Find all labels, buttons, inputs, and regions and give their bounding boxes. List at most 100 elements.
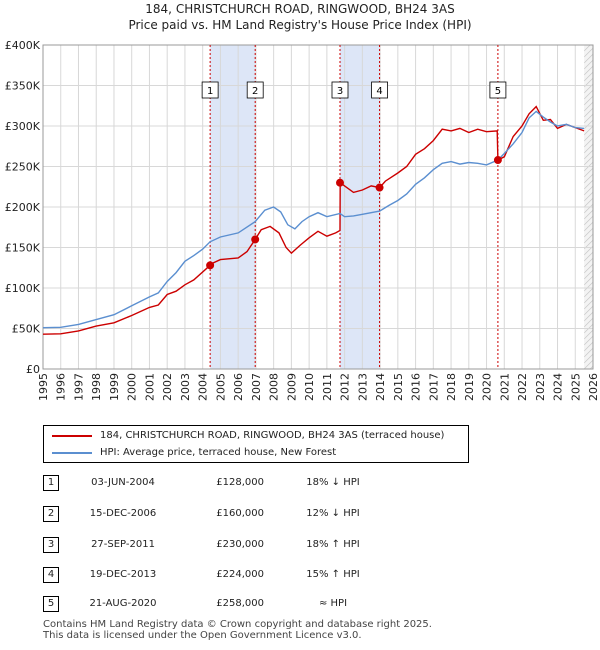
x-tick-label: 2026 xyxy=(587,373,600,401)
forecast-hatch xyxy=(584,167,593,178)
sale-label: 4 xyxy=(376,86,382,97)
legend: 184, CHRISTCHURCH ROAD, RINGWOOD, BH24 3… xyxy=(43,425,469,463)
x-tick-label: 2020 xyxy=(481,373,494,401)
forecast-hatch xyxy=(584,209,593,220)
transaction-price: £224,000 xyxy=(216,569,264,580)
forecast-hatch xyxy=(584,251,593,262)
forecast-hatch xyxy=(584,227,593,238)
forecast-hatch xyxy=(584,281,593,292)
y-tick-label: £200K xyxy=(5,201,41,214)
sale-label: 1 xyxy=(207,86,213,97)
x-tick-label: 2015 xyxy=(392,373,405,401)
x-tick-label: 2008 xyxy=(268,373,281,401)
transaction-hpi: 12% ↓ HPI xyxy=(306,508,360,519)
legend-label-property: 184, CHRISTCHURCH ROAD, RINGWOOD, BH24 3… xyxy=(100,430,445,441)
forecast-hatch xyxy=(584,293,593,304)
x-tick-label: 2012 xyxy=(339,373,352,401)
x-tick-label: 2024 xyxy=(552,373,565,401)
forecast-hatch xyxy=(584,203,593,214)
forecast-hatch xyxy=(584,233,593,244)
y-tick-label: £150K xyxy=(5,242,41,255)
y-tick-label: £0 xyxy=(26,363,40,376)
forecast-hatch xyxy=(584,329,593,340)
forecast-hatch xyxy=(584,347,593,358)
transaction-date: 19-DEC-2013 xyxy=(89,569,157,580)
legend-label-hpi: HPI: Average price, terraced house, New … xyxy=(100,447,337,458)
transaction-number: 1 xyxy=(43,475,59,491)
forecast-hatch xyxy=(584,317,593,328)
forecast-hatch xyxy=(584,119,593,130)
x-tick-label: 2006 xyxy=(232,373,245,401)
forecast-hatch xyxy=(584,47,593,58)
sale-label-box xyxy=(246,81,264,99)
x-tick-label: 2025 xyxy=(569,373,582,401)
transaction-number: 2 xyxy=(43,506,59,522)
forecast-hatch xyxy=(584,59,593,70)
transaction-date: 15-DEC-2006 xyxy=(89,508,157,519)
forecast-hatch xyxy=(584,143,593,154)
forecast-hatch xyxy=(584,263,593,274)
forecast-hatch xyxy=(584,305,593,316)
sale-point xyxy=(206,261,215,270)
forecast-hatch xyxy=(584,95,593,106)
y-tick-label: £400K xyxy=(5,39,41,52)
forecast-hatch xyxy=(584,65,593,76)
transaction-price: £230,000 xyxy=(216,539,264,550)
x-tick-label: 1997 xyxy=(72,373,85,401)
forecast-hatch xyxy=(584,45,585,46)
transaction-price: £258,000 xyxy=(216,598,264,609)
forecast-hatch xyxy=(584,287,593,298)
hpi-line xyxy=(42,110,585,329)
transaction-date: 21-AUG-2020 xyxy=(89,598,157,609)
forecast-hatch xyxy=(584,359,593,369)
chart-title: 184, CHRISTCHURCH ROAD, RINGWOOD, BH24 3… xyxy=(145,2,455,16)
x-tick-label: 2010 xyxy=(303,373,316,401)
x-tick-label: 1995 xyxy=(37,373,50,401)
x-tick-label: 2002 xyxy=(161,373,174,401)
sale-point xyxy=(251,235,260,244)
forecast-hatch xyxy=(584,185,593,196)
forecast-hatch xyxy=(584,335,593,346)
x-tick-label: 2004 xyxy=(197,373,210,401)
x-tick-label: 2017 xyxy=(427,373,440,401)
transaction-number: 5 xyxy=(43,596,59,612)
forecast-hatch xyxy=(584,269,593,280)
forecast-hatch xyxy=(584,197,593,208)
sale-label-box xyxy=(201,81,219,99)
y-tick-label: £50K xyxy=(12,323,41,336)
forecast-hatch xyxy=(584,179,593,190)
plot-border xyxy=(42,44,594,370)
sale-label-box xyxy=(331,81,349,99)
forecast-hatch xyxy=(584,221,593,232)
forecast-hatch xyxy=(584,149,593,160)
forecast-hatch xyxy=(584,353,593,364)
forecast-hatch xyxy=(584,71,593,82)
x-tick-label: 2016 xyxy=(410,373,423,401)
x-tick-label: 2011 xyxy=(321,373,334,401)
forecast-hatch xyxy=(584,215,593,226)
x-tick-label: 1996 xyxy=(55,373,68,401)
transaction-date: 03-JUN-2004 xyxy=(91,477,155,488)
sale-label: 2 xyxy=(252,86,258,97)
forecast-hatch xyxy=(584,113,593,124)
forecast-hatch xyxy=(584,257,593,268)
transaction-price: £160,000 xyxy=(216,508,264,519)
forecast-hatch xyxy=(589,365,593,369)
transaction-hpi: 18% ↓ HPI xyxy=(306,477,360,488)
forecast-hatch xyxy=(584,341,593,352)
forecast-hatch xyxy=(584,275,593,286)
x-tick-label: 2013 xyxy=(356,373,369,401)
x-tick-label: 2000 xyxy=(126,373,139,401)
x-tick-label: 2005 xyxy=(214,373,227,401)
transaction-hpi: ≈ HPI xyxy=(318,598,348,609)
forecast-hatch xyxy=(584,131,593,142)
forecast-hatch xyxy=(584,299,593,310)
x-tick-label: 2003 xyxy=(179,373,192,401)
forecast-hatch xyxy=(584,89,593,100)
x-tick-label: 2007 xyxy=(250,373,263,401)
x-tick-label: 2019 xyxy=(463,373,476,401)
x-tick-label: 2018 xyxy=(445,373,458,401)
transaction-date: 27-SEP-2011 xyxy=(91,539,155,550)
legend-red-line xyxy=(52,435,92,437)
forecast-hatch xyxy=(584,53,593,64)
